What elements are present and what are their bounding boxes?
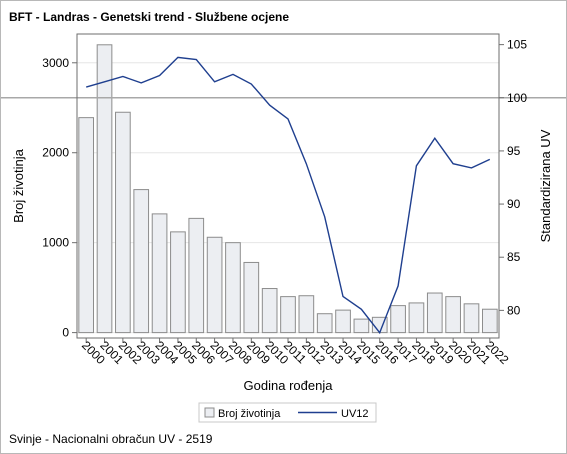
bar-2002 (115, 111, 131, 334)
y2-tick-label: 95 (507, 144, 521, 158)
bar-2007 (206, 236, 223, 334)
legend-box (198, 402, 377, 423)
bar-2019 (426, 292, 443, 334)
chart-title: BFT - Landras - Genetski trend - Služben… (9, 10, 290, 24)
y2-axis-label: Standardizirana UV (538, 129, 553, 242)
y2-tick-label: 80 (507, 303, 521, 317)
bar-2006 (188, 217, 205, 334)
y-axis-right: 80 85 90 95 100 105 (499, 38, 527, 317)
bar-2022 (481, 308, 498, 334)
y-tick-label: 3000 (42, 56, 69, 70)
legend-swatch-bars (204, 407, 215, 418)
legend-label-bars: Broj životinja (218, 408, 281, 420)
footer-note: Svinje - Nacionalni obračun UV - 2519 (9, 432, 213, 446)
bar-2003 (133, 189, 150, 334)
bar-2018 (408, 302, 425, 334)
y-tick-label: 0 (62, 326, 69, 340)
bar-2001 (96, 44, 113, 334)
y2-tick-label: 90 (507, 197, 521, 211)
bar-2013 (316, 313, 333, 334)
legend-label-line: UV12 (341, 408, 369, 420)
bar-2021 (463, 303, 480, 334)
x-axis-label: Godina rođenja (244, 378, 334, 393)
bar-2017 (390, 305, 406, 334)
bar-2012 (298, 295, 315, 334)
bar-2011 (280, 296, 296, 334)
x-axis: 2000200120022003200420052006200720082009… (79, 338, 512, 367)
bar-2014 (335, 309, 351, 334)
bar-2015 (353, 318, 370, 334)
uv12-line (86, 56, 491, 335)
bar-2000 (78, 117, 95, 334)
bar-2004 (151, 213, 168, 334)
bar-2005 (170, 231, 186, 334)
y-axis-label: Broj životinja (11, 148, 26, 222)
y2-tick-label: 85 (507, 250, 521, 264)
bar-2010 (261, 288, 278, 334)
y-tick-label: 2000 (42, 146, 69, 160)
y-tick-label: 1000 (42, 236, 69, 250)
bar-2008 (225, 242, 241, 334)
y2-tick-label: 100 (507, 91, 527, 105)
y2-tick-label: 105 (507, 38, 527, 52)
legend: Broj životinja UV12 (198, 402, 377, 423)
bar-2009 (243, 261, 260, 334)
bar-series (78, 44, 498, 334)
bar-2020 (445, 296, 461, 334)
y-axis-left: 0 1000 2000 3000 (42, 56, 77, 340)
